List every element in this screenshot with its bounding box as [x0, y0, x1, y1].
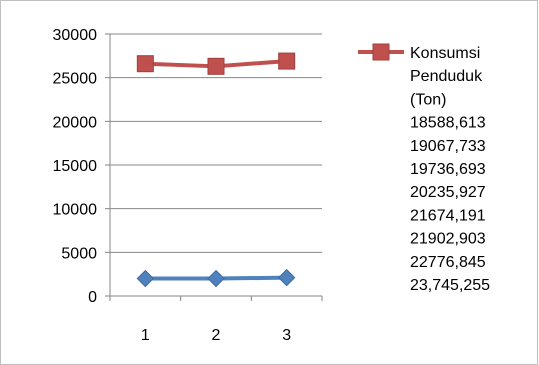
data-point-series-1 — [207, 57, 225, 75]
y-tick-label: 20000 — [53, 114, 98, 131]
legend-marker — [372, 43, 390, 61]
data-point-series-1 — [136, 55, 154, 73]
legend-label-line: 18588,613 — [410, 115, 486, 132]
legend-label-line: Penduduk — [410, 68, 483, 85]
legend-label-line: 21902,903 — [410, 231, 486, 248]
x-tick-label: 1 — [141, 327, 150, 344]
y-tick-label: 15000 — [53, 158, 98, 175]
y-tick-label: 25000 — [53, 71, 98, 88]
x-tick-label: 2 — [212, 327, 221, 344]
legend-label-line: 23,745,255 — [410, 277, 490, 294]
data-point-series-2 — [207, 269, 225, 288]
data-point-series-2 — [277, 268, 296, 287]
y-tick-label: 0 — [88, 289, 97, 306]
data-point-series-1 — [278, 52, 296, 70]
y-tick-label: 10000 — [53, 202, 98, 219]
legend-label-line: 21674,191 — [410, 207, 486, 224]
y-tick-label: 30000 — [53, 27, 98, 44]
y-tick-label: 5000 — [61, 245, 97, 262]
legend-label-line: 19067,733 — [410, 138, 486, 155]
legend-label-line: 19736,693 — [410, 161, 486, 178]
x-tick-label: 3 — [282, 327, 291, 344]
legend-label-line: (Ton) — [410, 91, 446, 108]
legend-label-line: 20235,927 — [410, 184, 486, 201]
data-point-series-2 — [136, 269, 155, 288]
legend-label-line: 22776,845 — [410, 254, 486, 271]
legend-label-line: Konsumsi — [410, 45, 480, 62]
